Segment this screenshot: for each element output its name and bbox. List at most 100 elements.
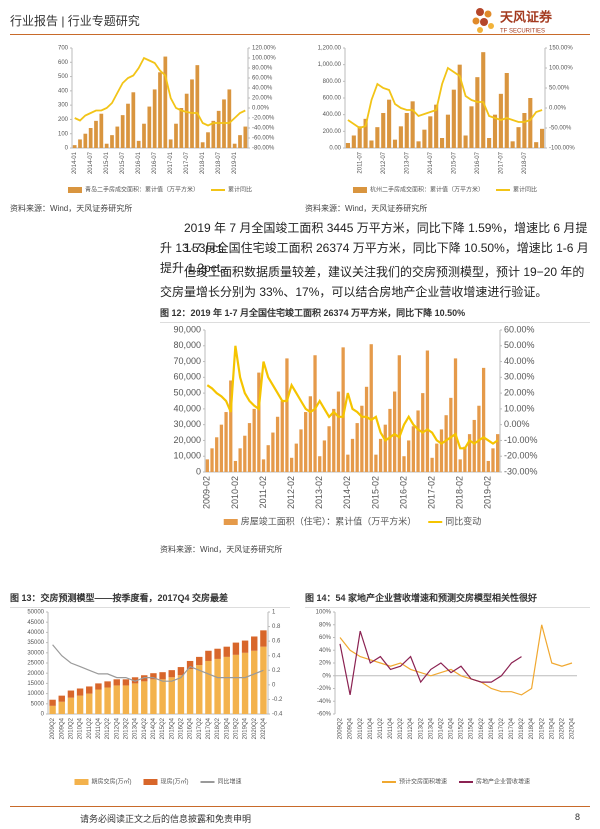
bar [387,99,392,148]
bar [159,672,166,680]
tick-label: 0 [196,466,201,476]
legend-label: 累计同比 [513,186,537,194]
x-tick-label: 2018-02 [455,476,465,509]
bar [416,410,420,472]
legend-label: 累计同比 [228,186,252,194]
bar [76,695,84,714]
tick-label: 0.6 [272,639,281,645]
bar [136,140,141,148]
bar [472,419,476,472]
bar [141,681,148,714]
bar [383,424,387,472]
x-tick-label: 2017-07 [184,151,190,174]
x-tick-label: 2016-01 [136,151,142,174]
tick-label: -30.00% [504,466,538,476]
bar [252,408,256,472]
bar [313,355,317,472]
line [206,345,499,450]
bar [392,139,398,148]
bar [378,438,383,472]
tick-label: 30,000 [173,419,201,429]
bar [261,459,266,472]
line [339,630,522,696]
bar [251,636,258,651]
x-tick-label: 2013Q4 [428,717,434,739]
bar [397,355,401,472]
bar [516,127,521,148]
tick-label: -40.00% [252,126,275,132]
x-tick-label: 2010Q2 [68,717,74,739]
figure-title: 图 13：交房预测模型——按季度看，2017Q4 交房最差 [10,591,290,608]
bar [196,665,203,714]
bar [214,648,221,659]
x-tick-label: 2012Q2 [398,717,404,739]
chart: 0 10,000 20,000 30,000 40,000 50,000 60,000 70,… [173,324,538,526]
tick-label: 80,000 [173,340,201,350]
bar [496,434,500,472]
bar [67,690,75,698]
x-tick-label: 2015Q4 [169,717,175,739]
tick-label: 10,000 [173,451,201,461]
figure-title: 图 12：2019 年 1-7 月全国住宅竣工面积 26374 万平方米，同比下… [160,306,590,323]
legend-swatch [67,187,82,193]
x-tick-label: 2016Q2 [178,717,184,739]
tick-label: 60.00% [252,76,273,82]
bar [224,412,228,472]
x-tick-label: 2017Q4 [509,717,515,739]
bar [94,120,98,148]
tick-label: -100.00% [549,146,575,152]
bar [177,675,185,714]
tick-label: 70,000 [173,356,201,366]
x-tick-label: 2017-02 [426,476,436,509]
tick-label: 50.00% [549,86,570,92]
bar [104,687,111,714]
bar [411,426,416,472]
legend-label: 青岛二手房成交面积：累计值（万平方米） [85,186,199,194]
bar [113,685,120,714]
x-tick-label: 2020Q2 [252,717,258,739]
bar [186,660,194,670]
legend: 预计交房面积增速 房地产企业营收增速 [381,778,530,786]
bar [83,133,88,148]
bar [205,660,212,714]
bar [195,65,200,148]
line [74,56,246,127]
bar [243,435,247,472]
bar [440,138,445,148]
bar [449,397,453,472]
tick-label: 60% [319,635,332,641]
x-tick-label: 2011Q4 [96,717,102,739]
legend-label: 房屋竣工面积（住宅）：累计值（万平方米） [241,515,417,526]
bar [233,460,238,472]
tick-label: 0.4 [272,653,281,659]
bar [219,424,224,472]
bar [534,142,539,148]
tick-label: 50000 [27,610,44,616]
x-tick-label: 2012Q4 [114,717,120,739]
x-tick-label: 2011Q4 [388,717,394,739]
bar [289,457,294,472]
bar [115,126,120,148]
source: 资料来源：Wind，天风证券研究所 [160,545,283,554]
bar [351,135,356,148]
bar [205,459,209,472]
tick-label: 60.00% [504,324,535,334]
bar [357,126,362,148]
logo: 天风证券 TF SECURITIES [472,8,553,35]
tick-label: -20% [317,686,332,692]
legend-swatch [74,779,89,785]
tick-label: 90,000 [173,324,201,334]
bar [341,347,345,472]
tick-label: 700 [58,46,69,52]
legend: 杭州二手房成交面积：累计值（万平方米） 累计同比 [352,186,537,194]
bar [122,685,130,714]
tick-label: -60% [317,712,332,718]
bar [407,440,411,472]
bar [163,56,168,148]
legend-label: 同比增速 [217,778,241,786]
bar [205,650,212,661]
bar [131,92,136,148]
tick-label: 0 [65,146,69,152]
tick-label: 20% [319,661,332,667]
bar [58,695,65,702]
